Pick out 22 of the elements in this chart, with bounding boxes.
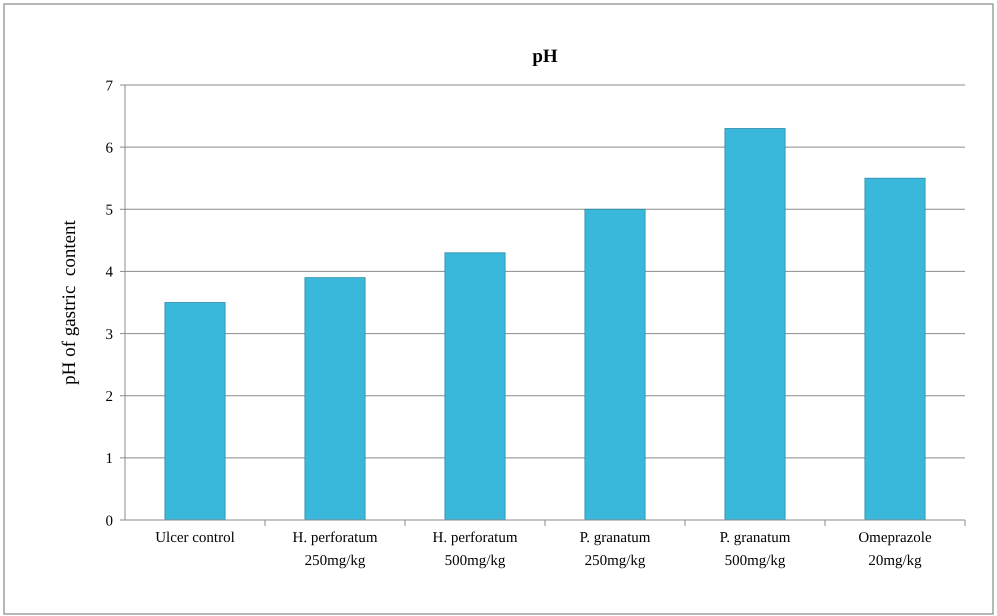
x-tick-label: Omeprazole 20mg/kg — [858, 530, 932, 569]
x-tick-label: H. perforatum 500mg/kg — [432, 530, 518, 569]
x-tick-label: Ulcer control — [155, 530, 235, 546]
bar — [164, 302, 226, 520]
bar — [304, 277, 366, 520]
y-tick-label: 0 — [106, 513, 113, 530]
y-tick-label: 7 — [106, 78, 114, 94]
y-tick-label: 4 — [106, 264, 114, 281]
bar — [444, 252, 506, 520]
y-tick-label: 5 — [106, 202, 113, 219]
y-tick-label: 6 — [106, 140, 114, 156]
y-tick-label: 1 — [106, 451, 113, 468]
y-axis-title: pH of gastric content — [59, 219, 80, 385]
bar — [864, 178, 926, 520]
chart-title: pH — [532, 46, 558, 67]
x-tick-label: P. granatum 250mg/kg — [580, 530, 651, 569]
bar — [724, 128, 786, 520]
x-tick-label: H. perforatum 250mg/kg — [292, 530, 378, 569]
y-tick-label: 2 — [106, 388, 113, 405]
y-tick-label: 3 — [106, 326, 113, 343]
bar — [584, 208, 646, 520]
x-tick-label: P. granatum 500mg/kg — [720, 530, 791, 569]
